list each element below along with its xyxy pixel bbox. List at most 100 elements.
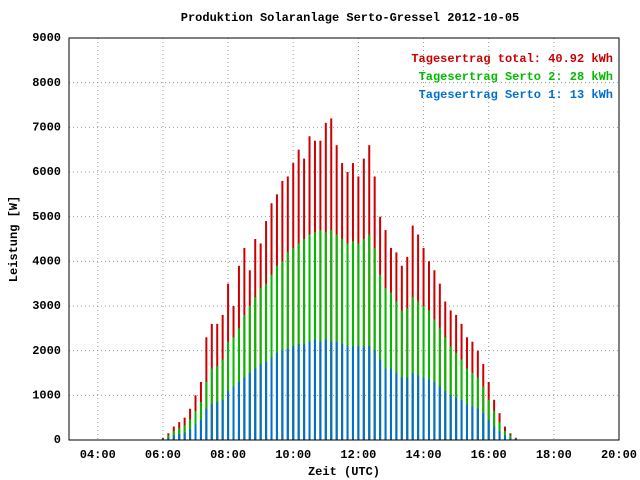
bar [357,243,360,440]
bar [395,301,398,440]
y-tick-label: 4000 [32,255,61,269]
bar [297,243,300,440]
bar [265,283,268,440]
bar [210,404,213,440]
bar [357,346,360,440]
bar [395,373,398,440]
bar [313,339,316,440]
bar [341,343,344,440]
bar [292,247,295,440]
bar [427,310,430,440]
bar [444,337,447,440]
bar [259,364,262,440]
bar [422,306,425,440]
bar [248,373,251,440]
bar [427,379,430,440]
bar [498,422,501,440]
bar [308,234,311,440]
bar [455,352,458,440]
bar [167,437,170,440]
bar [237,381,240,440]
bar [487,419,490,440]
x-tick-label: 04:00 [80,448,116,462]
bar [460,399,463,440]
bar [482,413,485,440]
bar [362,239,365,440]
chart-title: Produktion Solaranlage Serto-Gressel 201… [181,11,519,25]
bar [199,419,202,440]
bar [335,341,338,440]
y-tick-label: 0 [54,433,61,447]
bar [509,437,512,440]
x-tick-label: 08:00 [210,448,246,462]
x-tick-label: 06:00 [145,448,181,462]
bar [384,368,387,440]
bar [341,239,344,440]
bar [493,426,496,440]
bar [324,339,327,440]
bar [178,427,181,440]
bar [368,234,371,440]
x-tick-label: 12:00 [340,448,376,462]
bar [400,377,403,440]
bar [368,346,371,440]
bar [493,410,496,440]
bar [417,375,420,440]
y-tick-label: 7000 [32,121,61,135]
x-tick-label: 10:00 [275,448,311,462]
y-tick-label: 5000 [32,210,61,224]
bar [444,390,447,440]
bar [265,361,268,440]
bar [373,247,376,440]
x-tick-label: 20:00 [601,448,637,462]
bar [373,350,376,440]
y-tick-label: 1000 [32,389,61,403]
y-tick-label: 8000 [32,76,61,90]
bar [406,377,409,440]
bar [438,386,441,440]
bar [330,230,333,440]
bar [254,368,257,440]
bar [503,435,506,440]
bar [297,343,300,440]
bar [351,241,354,440]
bar [433,381,436,440]
bar [303,239,306,440]
legend-entry: Tagesertrag total: 40.92 kWh [411,52,613,66]
bar [172,435,175,440]
legend-entry: Tagesertrag Serto 1: 13 kWh [419,88,613,102]
bar [189,429,192,440]
bar [319,341,322,440]
bar [411,373,414,440]
bar [389,292,392,440]
bar [438,328,441,440]
x-tick-label: 16:00 [471,448,507,462]
legend-entry: Tagesertrag Serto 2: 28 kWh [419,70,613,84]
bar [259,288,262,440]
bar [411,297,414,440]
bar [286,252,289,440]
bar [346,346,349,440]
x-axis-label: Zeit (UTC) [308,465,380,479]
x-tick-label: 14:00 [406,448,442,462]
bar [183,432,186,440]
bar [476,408,479,440]
y-tick-label: 3000 [32,299,61,313]
bar [406,308,409,440]
bar [422,377,425,440]
bar [319,230,322,440]
bar [313,232,316,440]
bar [303,343,306,440]
bar [449,395,452,440]
bar [275,352,278,440]
bar [324,232,327,440]
y-tick-label: 6000 [32,165,61,179]
plot-frame [68,37,620,441]
bar [330,341,333,440]
bar [400,310,403,440]
bar [335,234,338,440]
x-tick-label: 18:00 [536,448,572,462]
bar [455,397,458,440]
bar [178,434,181,440]
